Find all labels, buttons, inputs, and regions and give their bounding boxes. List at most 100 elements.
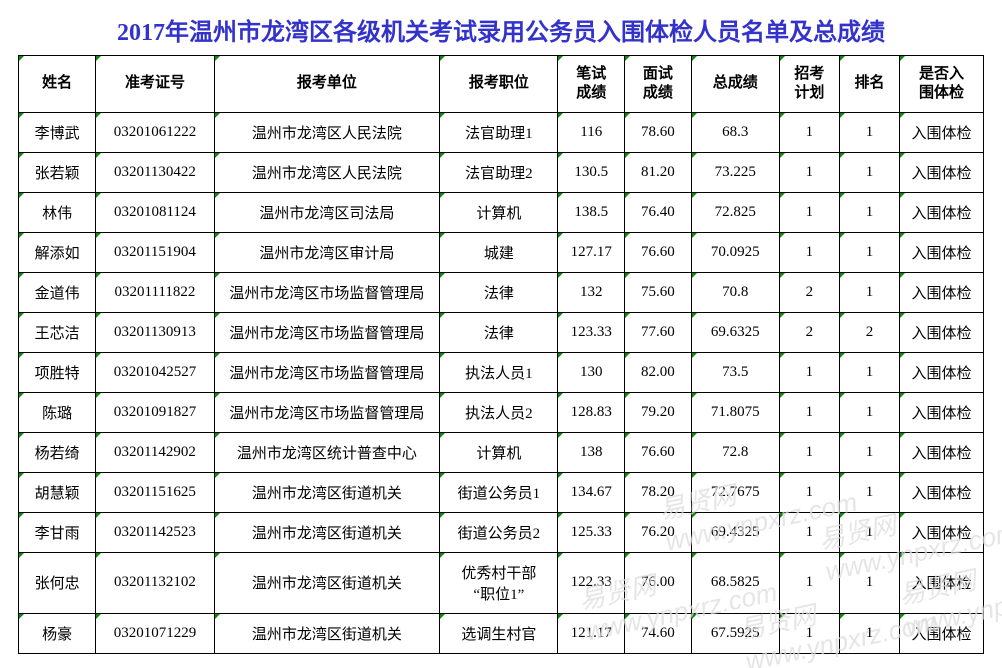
- table-cell: 法律: [440, 272, 558, 312]
- page-container: 2017年温州市龙湾区各级机关考试录用公务员入围体检人员名单及总成绩 姓名 准考…: [0, 0, 1002, 668]
- table-cell: 1: [779, 552, 839, 613]
- table-cell: 76.60: [625, 432, 692, 472]
- table-cell: 执法人员1: [440, 352, 558, 392]
- table-cell: 法律: [440, 312, 558, 352]
- table-row: 林伟03201081124温州市龙湾区司法局计算机138.576.4072.82…: [19, 192, 984, 232]
- table-cell: 134.67: [558, 472, 625, 512]
- page-title: 2017年温州市龙湾区各级机关考试录用公务员入围体检人员名单及总成绩: [0, 0, 1002, 55]
- table-cell: 1: [779, 392, 839, 432]
- table-row: 王芯洁03201130913温州市龙湾区市场监督管理局法律123.3377.60…: [19, 312, 984, 352]
- table-cell: 03201151625: [96, 472, 214, 512]
- table-cell: 温州市龙湾区审计局: [214, 232, 440, 272]
- table-cell: 76.20: [625, 512, 692, 552]
- table-row: 杨豪03201071229温州市龙湾区街道机关选调生村官121.1774.606…: [19, 613, 984, 653]
- col-exam-id: 准考证号: [96, 56, 214, 113]
- table-cell: 温州市龙湾区市场监督管理局: [214, 312, 440, 352]
- table-cell: 69.6325: [691, 312, 779, 352]
- table-cell: 1: [839, 512, 899, 552]
- table-cell: 张若颖: [19, 152, 96, 192]
- table-cell: 1: [779, 192, 839, 232]
- table-cell: 入围体检: [900, 192, 984, 232]
- table-cell: 入围体检: [900, 552, 984, 613]
- table-cell: 121.17: [558, 613, 625, 653]
- table-cell: 入围体检: [900, 232, 984, 272]
- table-cell: 73.225: [691, 152, 779, 192]
- table-cell: 78.60: [625, 112, 692, 152]
- table-cell: 温州市龙湾区人民法院: [214, 152, 440, 192]
- table-cell: 123.33: [558, 312, 625, 352]
- table-cell: 130.5: [558, 152, 625, 192]
- table-cell: 125.33: [558, 512, 625, 552]
- table-row: 项胜特03201042527温州市龙湾区市场监督管理局执法人员113082.00…: [19, 352, 984, 392]
- table-cell: 70.8: [691, 272, 779, 312]
- table-cell: 2: [779, 272, 839, 312]
- col-name: 姓名: [19, 56, 96, 113]
- table-cell: 1: [839, 112, 899, 152]
- table-cell: 入围体检: [900, 392, 984, 432]
- table-cell: 林伟: [19, 192, 96, 232]
- table-cell: 温州市龙湾区司法局: [214, 192, 440, 232]
- table-cell: 入围体检: [900, 352, 984, 392]
- table-cell: 1: [779, 112, 839, 152]
- table-cell: 70.0925: [691, 232, 779, 272]
- table-cell: 城建: [440, 232, 558, 272]
- table-cell: 72.7675: [691, 472, 779, 512]
- table-cell: 执法人员2: [440, 392, 558, 432]
- table-cell: 72.8: [691, 432, 779, 472]
- table-cell: 74.60: [625, 613, 692, 653]
- table-cell: 03201091827: [96, 392, 214, 432]
- table-cell: 项胜特: [19, 352, 96, 392]
- col-qualified: 是否入围体检: [900, 56, 984, 113]
- table-cell: 1: [839, 552, 899, 613]
- table-cell: 68.3: [691, 112, 779, 152]
- table-cell: 1: [779, 613, 839, 653]
- table-cell: 132: [558, 272, 625, 312]
- table-cell: 1: [779, 232, 839, 272]
- table-cell: 计算机: [440, 432, 558, 472]
- table-cell: 72.825: [691, 192, 779, 232]
- table-cell: 03201151904: [96, 232, 214, 272]
- table-cell: 68.5825: [691, 552, 779, 613]
- table-cell: 胡慧颖: [19, 472, 96, 512]
- table-cell: 金道伟: [19, 272, 96, 312]
- table-cell: 温州市龙湾区市场监督管理局: [214, 392, 440, 432]
- table-cell: 138: [558, 432, 625, 472]
- table-cell: 78.20: [625, 472, 692, 512]
- table-cell: 法官助理1: [440, 112, 558, 152]
- table-cell: 李甘雨: [19, 512, 96, 552]
- table-row: 陈璐03201091827温州市龙湾区市场监督管理局执法人员2128.8379.…: [19, 392, 984, 432]
- table-cell: 69.4325: [691, 512, 779, 552]
- table-cell: 03201061222: [96, 112, 214, 152]
- table-cell: 入围体检: [900, 512, 984, 552]
- table-cell: 79.20: [625, 392, 692, 432]
- table-row: 张何忠03201132102温州市龙湾区街道机关优秀村干部“职位1”122.33…: [19, 552, 984, 613]
- results-table: 姓名 准考证号 报考单位 报考职位 笔试成绩 面试成绩 总成绩 招考计划 排名 …: [18, 55, 984, 654]
- table-cell: 温州市龙湾区街道机关: [214, 472, 440, 512]
- table-row: 李博武03201061222温州市龙湾区人民法院法官助理111678.6068.…: [19, 112, 984, 152]
- table-cell: 杨若绮: [19, 432, 96, 472]
- table-cell: 计算机: [440, 192, 558, 232]
- table-cell: 1: [839, 192, 899, 232]
- table-cell: 1: [839, 152, 899, 192]
- table-cell: 法官助理2: [440, 152, 558, 192]
- table-cell: 76.00: [625, 552, 692, 613]
- table-row: 李甘雨03201142523温州市龙湾区街道机关街道公务员2125.3376.2…: [19, 512, 984, 552]
- table-row: 胡慧颖03201151625温州市龙湾区街道机关街道公务员1134.6778.2…: [19, 472, 984, 512]
- col-written-score: 笔试成绩: [558, 56, 625, 113]
- table-cell: 73.5: [691, 352, 779, 392]
- table-cell: 76.40: [625, 192, 692, 232]
- col-unit: 报考单位: [214, 56, 440, 113]
- col-rank: 排名: [839, 56, 899, 113]
- table-cell: 03201130422: [96, 152, 214, 192]
- table-cell: 1: [839, 352, 899, 392]
- table-cell: 温州市龙湾区统计普查中心: [214, 432, 440, 472]
- table-cell: 入围体检: [900, 312, 984, 352]
- table-cell: 128.83: [558, 392, 625, 432]
- table-cell: 1: [839, 472, 899, 512]
- table-cell: 03201130913: [96, 312, 214, 352]
- table-cell: 03201042527: [96, 352, 214, 392]
- table-cell: 1: [839, 232, 899, 272]
- table-cell: 77.60: [625, 312, 692, 352]
- table-cell: 03201142902: [96, 432, 214, 472]
- col-post: 报考职位: [440, 56, 558, 113]
